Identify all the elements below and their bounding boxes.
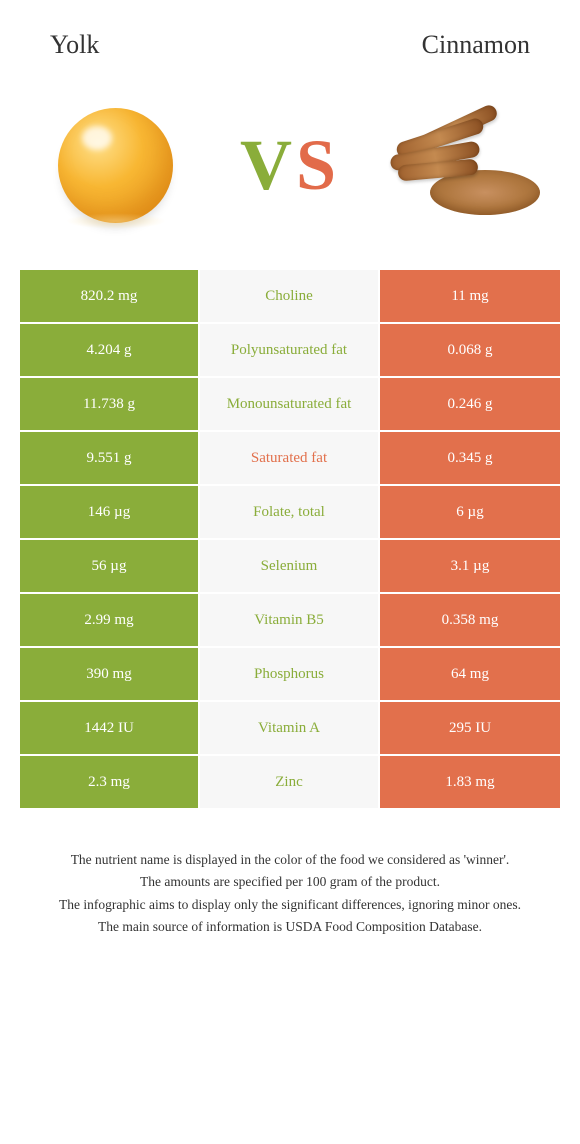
right-value: 0.345 g — [380, 432, 560, 486]
footer-line: The nutrient name is displayed in the co… — [20, 850, 560, 870]
table-row: 2.3 mgZinc1.83 mg — [20, 756, 560, 810]
footer-line: The infographic aims to display only the… — [20, 895, 560, 915]
left-value: 820.2 mg — [20, 270, 200, 324]
nutrient-label: Polyunsaturated fat — [200, 324, 380, 378]
left-value: 4.204 g — [20, 324, 200, 378]
table-row: 146 µgFolate, total6 µg — [20, 486, 560, 540]
right-value: 0.068 g — [380, 324, 560, 378]
footer-line: The main source of information is USDA F… — [20, 917, 560, 937]
footer-notes: The nutrient name is displayed in the co… — [0, 810, 580, 959]
cinnamon-image — [390, 100, 540, 230]
left-value: 390 mg — [20, 648, 200, 702]
left-value: 56 µg — [20, 540, 200, 594]
nutrient-label: Vitamin A — [200, 702, 380, 756]
table-row: 56 µgSelenium3.1 µg — [20, 540, 560, 594]
table-row: 1442 IUVitamin A295 IU — [20, 702, 560, 756]
right-value: 11 mg — [380, 270, 560, 324]
nutrient-label: Zinc — [200, 756, 380, 810]
left-value: 1442 IU — [20, 702, 200, 756]
nutrient-label: Folate, total — [200, 486, 380, 540]
yolk-image — [40, 100, 190, 230]
right-value: 1.83 mg — [380, 756, 560, 810]
nutrient-label: Choline — [200, 270, 380, 324]
table-row: 11.738 gMonounsaturated fat0.246 g — [20, 378, 560, 432]
right-value: 64 mg — [380, 648, 560, 702]
left-food-title: Yolk — [50, 30, 99, 60]
nutrient-label: Vitamin B5 — [200, 594, 380, 648]
left-value: 9.551 g — [20, 432, 200, 486]
vs-label: VS — [240, 124, 340, 207]
header: Yolk Cinnamon — [0, 0, 580, 80]
nutrient-label: Phosphorus — [200, 648, 380, 702]
nutrient-label: Saturated fat — [200, 432, 380, 486]
vs-row: VS — [0, 80, 580, 270]
right-food-title: Cinnamon — [422, 30, 530, 60]
left-value: 2.3 mg — [20, 756, 200, 810]
footer-line: The amounts are specified per 100 gram o… — [20, 872, 560, 892]
left-value: 146 µg — [20, 486, 200, 540]
left-value: 11.738 g — [20, 378, 200, 432]
left-value: 2.99 mg — [20, 594, 200, 648]
right-value: 0.358 mg — [380, 594, 560, 648]
nutrient-label: Monounsaturated fat — [200, 378, 380, 432]
nutrient-table: 820.2 mgCholine11 mg4.204 gPolyunsaturat… — [20, 270, 560, 810]
nutrient-label: Selenium — [200, 540, 380, 594]
table-row: 820.2 mgCholine11 mg — [20, 270, 560, 324]
right-value: 6 µg — [380, 486, 560, 540]
vs-letter-v: V — [240, 125, 296, 205]
table-row: 9.551 gSaturated fat0.345 g — [20, 432, 560, 486]
table-row: 4.204 gPolyunsaturated fat0.068 g — [20, 324, 560, 378]
table-row: 2.99 mgVitamin B50.358 mg — [20, 594, 560, 648]
right-value: 3.1 µg — [380, 540, 560, 594]
table-row: 390 mgPhosphorus64 mg — [20, 648, 560, 702]
vs-letter-s: S — [296, 125, 340, 205]
right-value: 295 IU — [380, 702, 560, 756]
right-value: 0.246 g — [380, 378, 560, 432]
